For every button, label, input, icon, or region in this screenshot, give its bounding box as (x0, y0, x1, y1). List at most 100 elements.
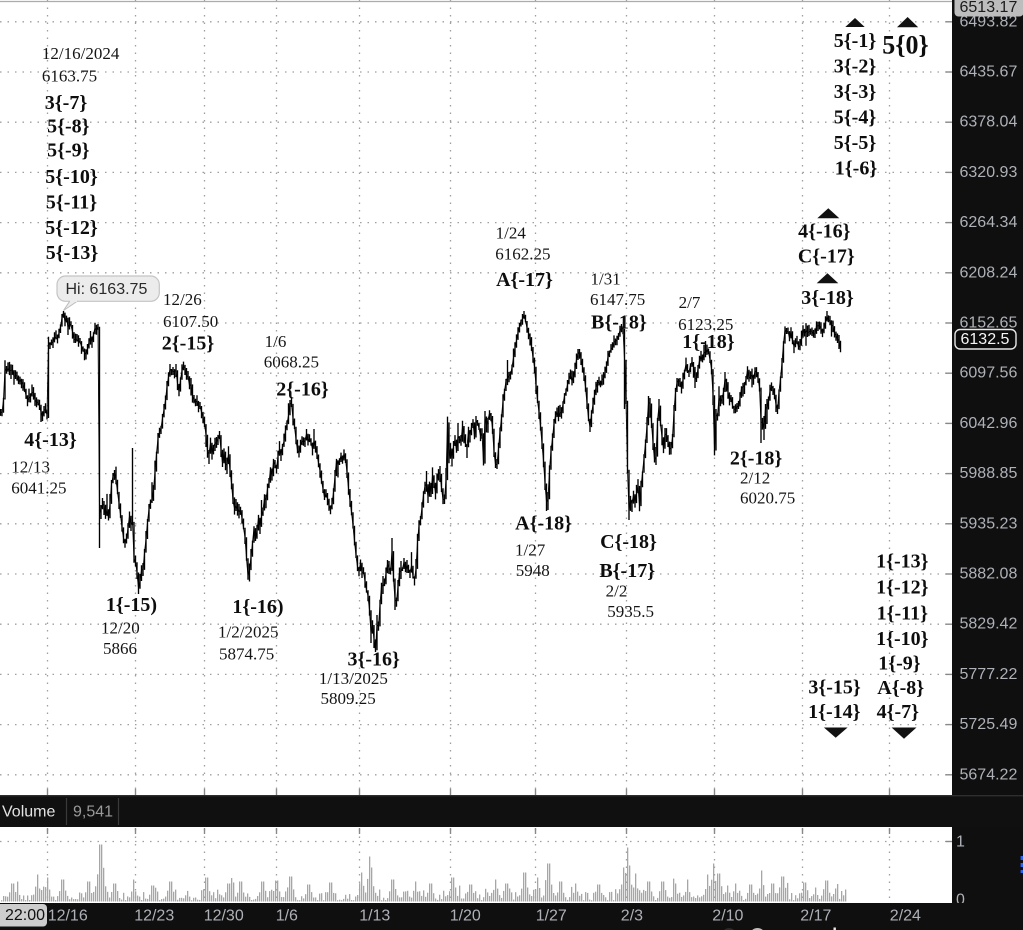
svg-text:4{-7}: 4{-7} (877, 701, 920, 723)
svg-text:6132.5: 6132.5 (961, 331, 1010, 348)
svg-text:1/6: 1/6 (276, 908, 298, 925)
svg-text:2/24: 2/24 (890, 908, 921, 925)
svg-text:6020.75: 6020.75 (740, 489, 795, 508)
svg-text:2/3: 2/3 (621, 908, 643, 925)
svg-text:12/13: 12/13 (11, 458, 50, 477)
svg-text:A{-18}: A{-18} (515, 513, 572, 535)
svg-text:C{-18}: C{-18} (600, 531, 657, 553)
svg-text:5948: 5948 (516, 561, 550, 580)
svg-text:6208.24: 6208.24 (960, 264, 1018, 281)
svg-text:1/13: 1/13 (359, 908, 390, 925)
svg-text:4{-16}: 4{-16} (798, 221, 851, 243)
svg-text:6147.75: 6147.75 (590, 290, 645, 309)
svg-text:5777.22: 5777.22 (960, 666, 1018, 683)
svg-text:1{-14}: 1{-14} (808, 701, 861, 723)
svg-text:B{-17}: B{-17} (599, 560, 655, 582)
svg-text:3{-3}: 3{-3} (834, 81, 877, 103)
svg-text:5809.25: 5809.25 (321, 689, 376, 708)
svg-text:C{-17}: C{-17} (798, 246, 855, 268)
svg-text:6068.25: 6068.25 (264, 353, 319, 372)
svg-text:12/26: 12/26 (163, 290, 202, 309)
svg-text:5866: 5866 (103, 639, 137, 658)
svg-text:6042.96: 6042.96 (960, 415, 1018, 432)
svg-text:1/31: 1/31 (591, 270, 621, 289)
svg-text:5988.85: 5988.85 (960, 465, 1018, 482)
svg-text:1{-9}: 1{-9} (878, 653, 921, 675)
svg-text:6264.34: 6264.34 (960, 214, 1018, 231)
svg-text:1{-10}: 1{-10} (876, 628, 929, 650)
svg-text:A{-8}: A{-8} (877, 677, 924, 699)
svg-text:2{-16}: 2{-16} (276, 379, 329, 401)
svg-text:5{-12}: 5{-12} (45, 217, 98, 239)
svg-text:2/7: 2/7 (679, 293, 701, 312)
svg-text:12/30: 12/30 (204, 908, 244, 925)
svg-text:1/20: 1/20 (450, 908, 481, 925)
svg-text:5{-11}: 5{-11} (46, 192, 97, 214)
svg-text:6163.75: 6163.75 (42, 67, 97, 86)
svg-text:B{-18}: B{-18} (591, 312, 647, 334)
svg-text:1/2/2025: 1/2/2025 (218, 623, 278, 642)
svg-text:5{-8}: 5{-8} (47, 116, 90, 138)
svg-text:5{-9}: 5{-9} (47, 140, 90, 162)
svg-text:4{-13}: 4{-13} (24, 429, 77, 451)
svg-text:1{-11}: 1{-11} (877, 603, 928, 625)
svg-text:A{-17}: A{-17} (496, 269, 553, 291)
svg-text:2{-15}: 2{-15} (162, 333, 215, 355)
svg-text:5935.5: 5935.5 (607, 602, 654, 621)
svg-text:6513.17: 6513.17 (960, 0, 1018, 16)
svg-text:6162.25: 6162.25 (495, 245, 550, 264)
svg-text:1/13/2025: 1/13/2025 (319, 669, 388, 688)
svg-text:2/12: 2/12 (740, 469, 770, 488)
svg-text:5725.49: 5725.49 (960, 716, 1018, 733)
svg-text:5{-13}: 5{-13} (46, 242, 99, 264)
svg-text:1/24: 1/24 (496, 224, 527, 243)
svg-text:5{-1}: 5{-1} (834, 30, 877, 52)
svg-text:1{-12}: 1{-12} (876, 577, 929, 599)
svg-text:1{-18}: 1{-18} (682, 331, 735, 353)
svg-text:3{-7}: 3{-7} (45, 92, 88, 114)
svg-text:2/10: 2/10 (712, 908, 743, 925)
svg-text:1/27: 1/27 (536, 908, 567, 925)
svg-text:5{-5}: 5{-5} (834, 132, 877, 154)
svg-text:5674.22: 5674.22 (960, 766, 1018, 783)
svg-text:1: 1 (956, 834, 965, 851)
svg-text:2/2: 2/2 (606, 582, 628, 601)
svg-text:0: 0 (956, 892, 965, 909)
svg-text:12/16/2024: 12/16/2024 (42, 44, 120, 63)
svg-text:12/16: 12/16 (48, 908, 88, 925)
svg-text:6123.25: 6123.25 (678, 315, 733, 334)
svg-text:6493.82: 6493.82 (960, 13, 1018, 30)
svg-text:5935.23: 5935.23 (960, 515, 1018, 532)
svg-text:1{-15): 1{-15) (106, 594, 157, 616)
svg-text:5{-4}: 5{-4} (834, 107, 877, 129)
svg-text:Volume: Volume (2, 804, 55, 821)
svg-text:3{-2}: 3{-2} (834, 56, 877, 78)
svg-text:1/27: 1/27 (515, 541, 546, 560)
svg-text:1{-13}: 1{-13} (876, 551, 929, 573)
svg-text:6378.04: 6378.04 (960, 114, 1018, 131)
svg-text:5829.42: 5829.42 (960, 616, 1018, 633)
svg-text:5874.75: 5874.75 (219, 645, 274, 664)
svg-text:3{-15}: 3{-15} (808, 677, 861, 699)
svg-text:6435.67: 6435.67 (960, 64, 1018, 81)
svg-text:Hi: 6163.75: Hi: 6163.75 (66, 281, 148, 298)
svg-text:1/6: 1/6 (265, 332, 287, 351)
svg-text:9,541: 9,541 (73, 804, 113, 821)
svg-text:1{-16): 1{-16) (232, 596, 283, 618)
svg-text:3{-18}: 3{-18} (801, 287, 854, 309)
svg-text:12/23: 12/23 (134, 908, 174, 925)
svg-text:6107.50: 6107.50 (163, 312, 218, 331)
svg-text:6041.25: 6041.25 (11, 479, 66, 498)
svg-text:5{0}: 5{0} (882, 31, 929, 60)
svg-text:5882.08: 5882.08 (960, 566, 1018, 583)
svg-text:12/20: 12/20 (101, 619, 140, 638)
svg-text:1{-6}: 1{-6} (835, 158, 878, 180)
svg-text:22:00: 22:00 (5, 907, 45, 924)
svg-text:5{-10}: 5{-10} (45, 166, 98, 188)
svg-text:2{-18}: 2{-18} (730, 448, 783, 470)
svg-text:6152.65: 6152.65 (960, 315, 1018, 332)
svg-text:6320.93: 6320.93 (960, 164, 1018, 181)
svg-text:6097.56: 6097.56 (960, 365, 1018, 382)
svg-text:3{-16}: 3{-16} (347, 649, 400, 671)
svg-text:2/17: 2/17 (800, 908, 831, 925)
